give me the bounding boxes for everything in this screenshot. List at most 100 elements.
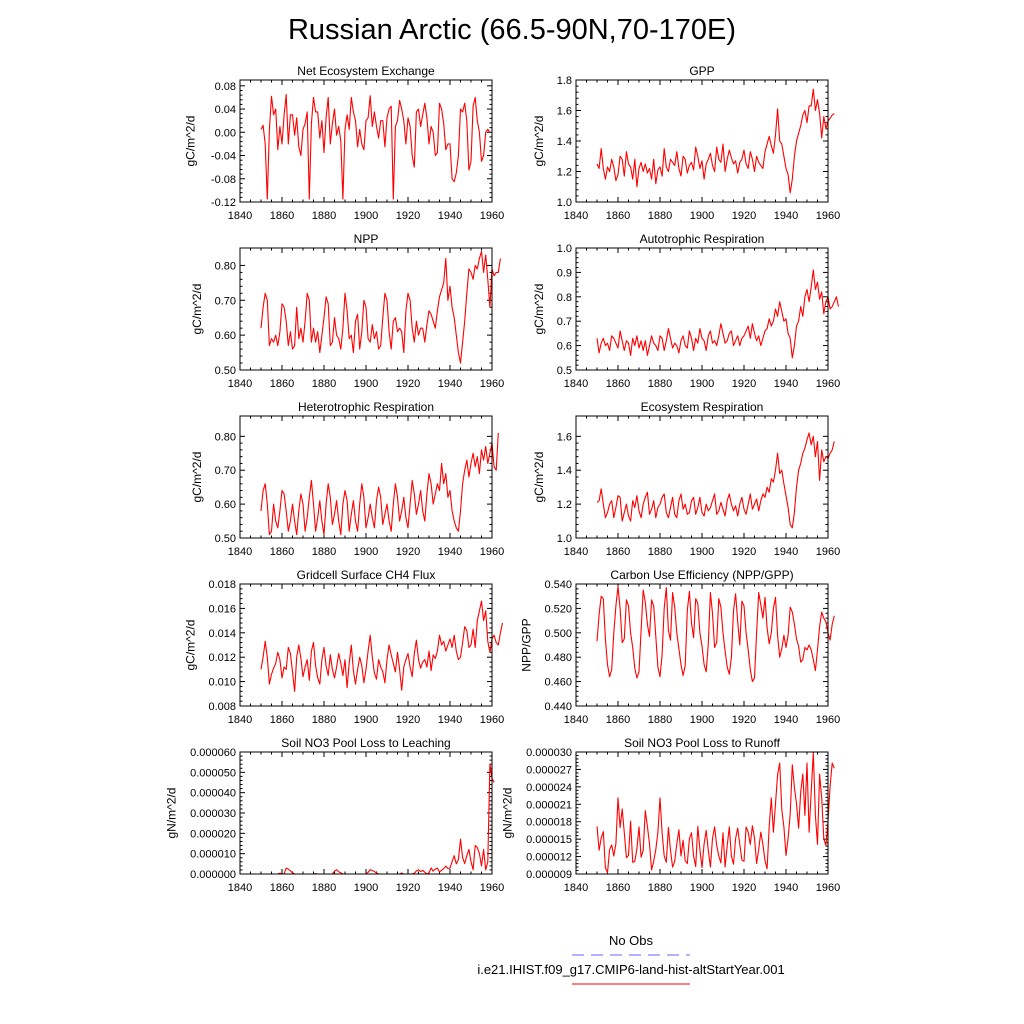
- plot-frame: [239, 415, 493, 539]
- y-tick-label: 0.000010: [190, 849, 236, 861]
- x-tick-label: 1860: [270, 714, 294, 726]
- y-tick-label: 0.000020: [190, 828, 236, 840]
- y-tick-label: 0.50: [215, 533, 236, 545]
- x-tick-label: 1960: [480, 714, 504, 726]
- y-tick-label: 0.000000: [190, 869, 236, 881]
- series-line: [596, 432, 835, 529]
- x-tick-label: 1880: [312, 714, 336, 726]
- y-tick-label: 0.480: [544, 652, 572, 664]
- panel-7: Gridcell Surface CH4 Flux 1840 1860 1880 190…: [184, 568, 505, 726]
- x-tick-label: 1880: [648, 882, 672, 894]
- plot-frame: [239, 583, 493, 707]
- plot-frame: [575, 247, 829, 371]
- panel-10: Soil NO3 Pool Loss to Runoff 1840 1860 1880…: [501, 736, 841, 894]
- x-tick-label: 1840: [228, 714, 252, 726]
- y-tick-label: 0.08: [215, 81, 236, 93]
- y-tick-label: 1.6: [557, 106, 572, 118]
- y-tick-label: -0.12: [211, 197, 236, 209]
- y-tick-label: 0.000060: [190, 747, 236, 759]
- x-tick-label: 1880: [312, 546, 336, 558]
- y-tick-label: 0.460: [544, 677, 572, 689]
- x-tick-label: 1960: [480, 882, 504, 894]
- plot-frame: [239, 247, 493, 371]
- x-tick-label: 1960: [816, 378, 840, 390]
- y-tick-label: 0.000040: [190, 788, 236, 800]
- panel-title: Soil NO3 Pool Loss to Runoff: [624, 736, 781, 750]
- x-tick-label: 1940: [774, 210, 798, 222]
- x-tick-label: 1940: [438, 882, 462, 894]
- y-tick-label: 0.60: [215, 330, 236, 342]
- series-line: [596, 752, 835, 874]
- y-tick-label: 0.04: [215, 104, 236, 116]
- x-tick-label: 1840: [564, 378, 588, 390]
- x-tick-label: 1840: [564, 210, 588, 222]
- panel-8: Carbon Use Efficiency (NPP/GPP) 1840 1860 1…: [520, 568, 841, 726]
- x-tick-label: 1900: [354, 714, 378, 726]
- x-tick-label: 1880: [648, 714, 672, 726]
- y-tick-label: 0.500: [544, 628, 572, 640]
- y-tick-label: 0.000024: [526, 782, 572, 794]
- x-tick-label: 1840: [228, 546, 252, 558]
- y-tick-label: 0.50: [215, 365, 236, 377]
- y-tick-label: 0.016: [208, 603, 236, 615]
- panel-title: GPP: [689, 64, 714, 78]
- panel-title: Net Ecosystem Exchange: [297, 64, 435, 78]
- series-line: [596, 585, 835, 683]
- x-tick-label: 1940: [774, 546, 798, 558]
- panel-title: NPP: [354, 232, 379, 246]
- x-tick-label: 1880: [648, 210, 672, 222]
- y-tick-label: 0.520: [544, 603, 572, 615]
- y-tick-label: 0.000030: [190, 808, 236, 820]
- panel-title: Heterotrophic Respiration: [298, 400, 434, 414]
- series-line: [260, 600, 504, 692]
- y-tick-label: 0.6: [557, 341, 572, 353]
- panel-title: Autotrophic Respiration: [640, 232, 765, 246]
- y-axis-label: gN/m^2/d: [165, 788, 179, 839]
- x-tick-label: 1840: [228, 378, 252, 390]
- x-tick-label: 1880: [312, 882, 336, 894]
- y-tick-label: 1.0: [557, 197, 572, 209]
- x-tick-label: 1960: [816, 714, 840, 726]
- plot-frame: [239, 751, 493, 875]
- y-tick-label: 0.018: [208, 579, 236, 591]
- panel-4: Autotrophic Respiration 1840 1860 1880 1900 1…: [532, 232, 840, 390]
- y-tick-label: 0.9: [557, 267, 572, 279]
- series-line: [596, 88, 835, 194]
- x-tick-label: 1920: [732, 546, 756, 558]
- y-tick-label: 1.6: [557, 431, 572, 443]
- panel-2: GPP 1840 1860 1880 1900 1920 1940 1960 1.0 1.2 1.4…: [532, 64, 840, 222]
- x-tick-label: 1920: [732, 882, 756, 894]
- legend-model-label: i.e21.IHIST.f09_g17.CMIP6-land-hist-altS…: [477, 962, 784, 977]
- y-tick-label: 1.2: [557, 167, 572, 179]
- panel-1: Net Ecosystem Exchange 1840 1860 1880 1900 19…: [184, 64, 505, 222]
- y-axis-label: gC/m^2/d: [532, 284, 546, 335]
- y-tick-label: -0.04: [211, 151, 236, 163]
- x-tick-label: 1920: [396, 882, 420, 894]
- x-tick-label: 1920: [732, 714, 756, 726]
- y-tick-label: 0.000012: [526, 852, 572, 864]
- series-line: [260, 93, 491, 200]
- series-line: [260, 432, 499, 536]
- y-tick-label: 0.70: [215, 295, 236, 307]
- x-tick-label: 1860: [270, 546, 294, 558]
- x-tick-label: 1900: [354, 546, 378, 558]
- x-tick-label: 1960: [480, 378, 504, 390]
- x-tick-label: 1840: [228, 882, 252, 894]
- y-tick-label: 0.60: [215, 499, 236, 511]
- y-tick-label: 1.8: [557, 75, 572, 87]
- y-tick-label: 0.012: [208, 652, 236, 664]
- y-tick-label: 0.80: [215, 431, 236, 443]
- y-tick-label: 1.0: [557, 243, 572, 255]
- y-tick-label: 0.000027: [526, 764, 572, 776]
- y-tick-label: 0.440: [544, 701, 572, 713]
- x-tick-label: 1920: [396, 210, 420, 222]
- y-tick-label: 0.000018: [526, 817, 572, 829]
- y-tick-label: 0.000021: [526, 799, 572, 811]
- y-tick-label: 0.008: [208, 701, 236, 713]
- x-tick-label: 1840: [564, 546, 588, 558]
- x-tick-label: 1860: [606, 882, 630, 894]
- plot-frame: [575, 583, 829, 707]
- x-tick-label: 1880: [648, 378, 672, 390]
- y-tick-label: 1.4: [557, 465, 572, 477]
